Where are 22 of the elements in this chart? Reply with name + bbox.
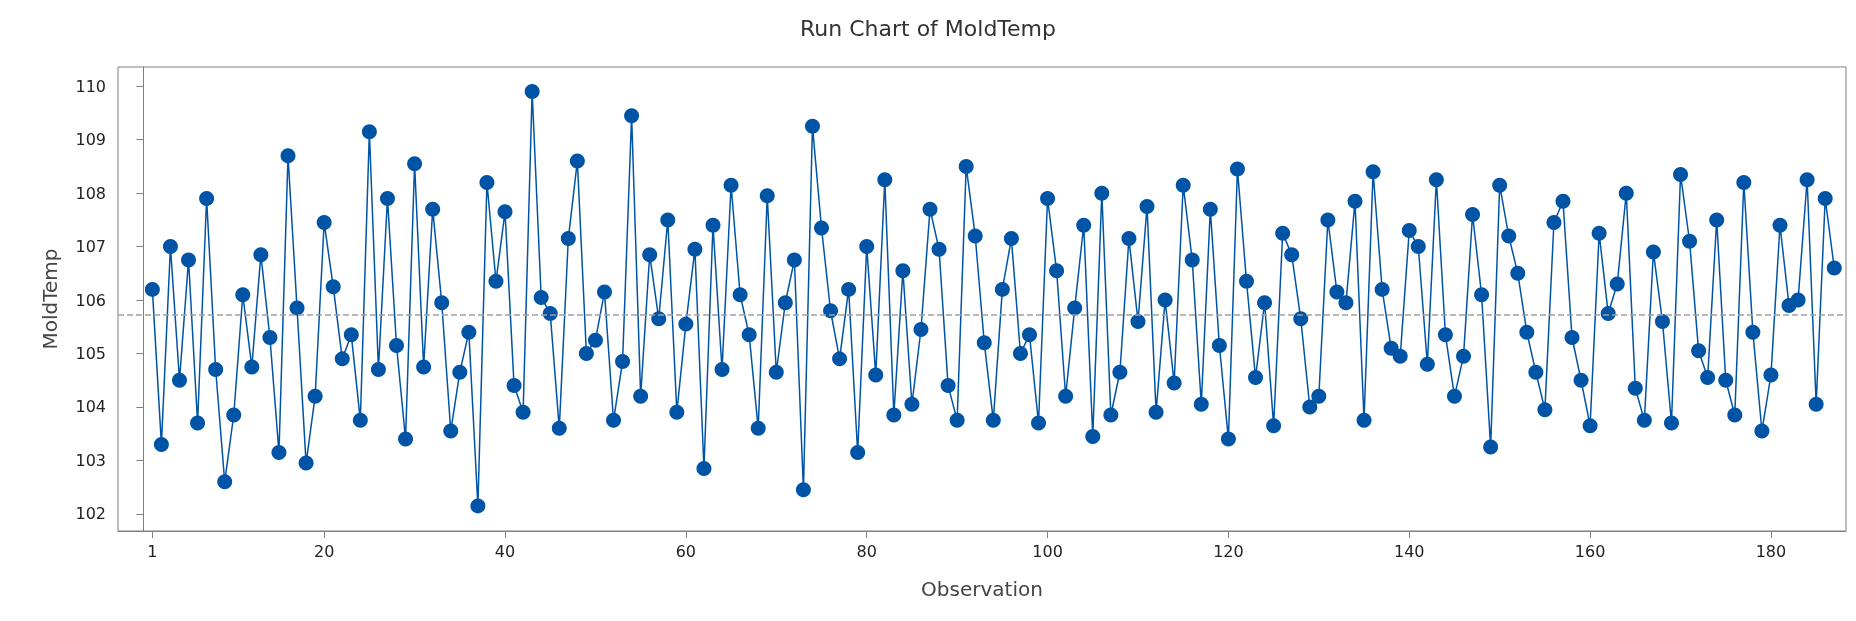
y-tick-label: 108 [75, 183, 106, 203]
x-tick-label: 40 [494, 541, 516, 561]
x-tick-label: 20 [313, 541, 335, 561]
y-axis-title: MoldTemp [38, 248, 62, 350]
x-axis-title: Observation [921, 577, 1043, 601]
x-tick-label: 1 [147, 541, 158, 561]
y-tick-label: 107 [75, 237, 106, 257]
y-tick-label: 103 [75, 450, 106, 470]
x-tick-label: 100 [1032, 541, 1063, 561]
y-tick-label: 110 [75, 76, 106, 96]
y-tick-label: 109 [75, 130, 106, 150]
x-tick-label: 160 [1574, 541, 1606, 561]
x-tick-label: 140 [1393, 541, 1425, 561]
y-tick-label: 102 [75, 504, 106, 524]
x-tick-label: 120 [1213, 541, 1244, 561]
x-tick-label: 180 [1755, 541, 1787, 561]
x-tick-label: 60 [675, 541, 697, 561]
y-tick-label: 105 [75, 344, 106, 364]
x-tick-label: 80 [856, 541, 877, 561]
y-tick-label: 106 [75, 290, 106, 310]
chart-title: Run Chart of MoldTemp [800, 15, 1056, 41]
y-tick-label: 104 [75, 397, 106, 417]
